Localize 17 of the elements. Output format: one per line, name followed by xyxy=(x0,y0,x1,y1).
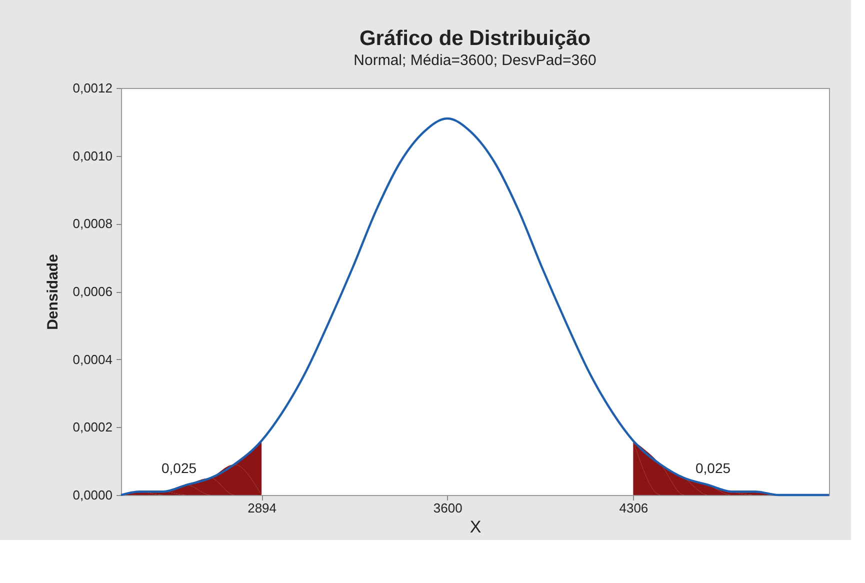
y-tick-label: 0,0010 xyxy=(72,148,112,164)
y-tick-label: 0,0008 xyxy=(72,216,112,232)
x-tick-label: 4306 xyxy=(619,500,648,516)
x-axis-title: X xyxy=(470,518,482,536)
line-series xyxy=(120,117,830,496)
y-tick-label: 0,0012 xyxy=(72,80,112,96)
annotation: 0,025 xyxy=(695,460,731,476)
chart-title: Gráfico de Distribuição xyxy=(359,27,591,50)
x-tick-label: 3600 xyxy=(433,500,462,516)
chart-subtitle: Normal; Média=3600; DesvPad=360 xyxy=(354,52,596,69)
annotation: 0,025 xyxy=(161,460,197,476)
x-tick-label: 2894 xyxy=(248,500,277,516)
y-tick-label: 0,0006 xyxy=(72,284,112,299)
y-axis-title: Densidade xyxy=(44,254,62,330)
y-tick-label: 0,0004 xyxy=(72,352,112,367)
y-tick-label: 0,0002 xyxy=(72,420,112,435)
y-tick-label: 0,0000 xyxy=(72,488,112,502)
